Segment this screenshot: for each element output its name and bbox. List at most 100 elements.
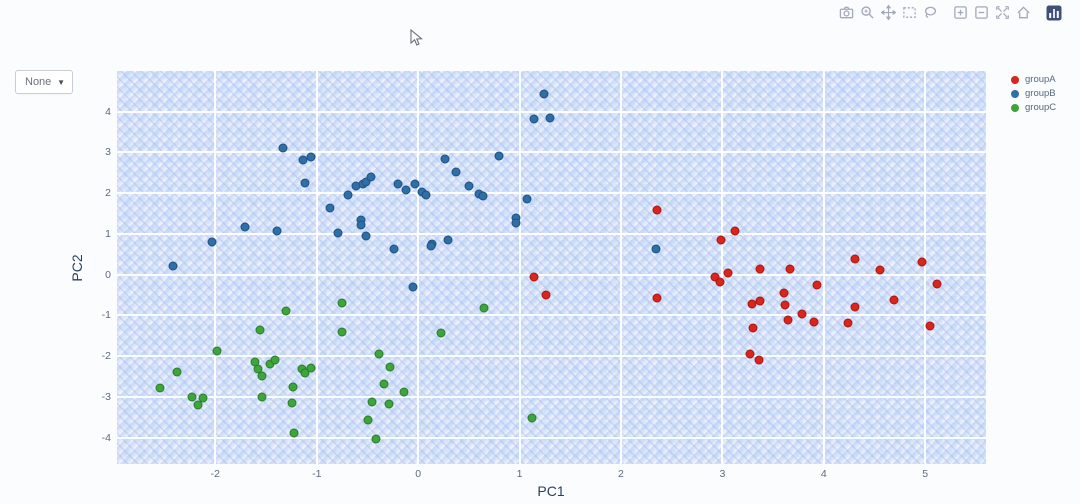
- scatter-point-groupB[interactable]: [361, 231, 371, 241]
- scatter-point-groupC[interactable]: [288, 382, 298, 392]
- zoom-in-icon[interactable]: [952, 4, 969, 21]
- scatter-point-groupB[interactable]: [410, 179, 420, 189]
- scatter-point-groupC[interactable]: [193, 400, 203, 410]
- pan-icon[interactable]: [880, 4, 897, 21]
- legend-item-groupB[interactable]: groupB: [1011, 88, 1056, 99]
- scatter-point-groupA[interactable]: [889, 295, 899, 305]
- scatter-point-groupC[interactable]: [255, 325, 265, 335]
- scatter-point-groupA[interactable]: [716, 235, 726, 245]
- scatter-point-groupC[interactable]: [337, 327, 347, 337]
- legend-item-groupC[interactable]: groupC: [1011, 102, 1056, 113]
- group-dropdown[interactable]: None ▼: [15, 70, 73, 94]
- scatter-point-groupA[interactable]: [529, 272, 539, 282]
- scatter-point-groupB[interactable]: [389, 244, 399, 254]
- scatter-point-groupB[interactable]: [522, 194, 532, 204]
- scatter-point-groupB[interactable]: [207, 237, 217, 247]
- scatter-point-groupC[interactable]: [198, 393, 208, 403]
- scatter-point-groupC[interactable]: [306, 363, 316, 373]
- scatter-point-groupC[interactable]: [270, 355, 280, 365]
- scatter-point-groupB[interactable]: [343, 190, 353, 200]
- scatter-point-groupA[interactable]: [812, 280, 822, 290]
- scatter-point-groupC[interactable]: [300, 368, 310, 378]
- scatter-point-groupC[interactable]: [155, 383, 165, 393]
- scatter-point-groupA[interactable]: [809, 317, 819, 327]
- scatter-point-groupB[interactable]: [426, 241, 436, 251]
- scatter-point-groupB[interactable]: [443, 235, 453, 245]
- scatter-point-groupA[interactable]: [850, 254, 860, 264]
- scatter-point-groupB[interactable]: [168, 261, 178, 271]
- scatter-point-groupB[interactable]: [300, 178, 310, 188]
- scatter-point-groupB[interactable]: [451, 167, 461, 177]
- zoom-icon[interactable]: [859, 4, 876, 21]
- scatter-point-groupB[interactable]: [511, 218, 520, 228]
- reset-axes-home-icon[interactable]: [1015, 4, 1032, 21]
- scatter-point-groupB[interactable]: [278, 143, 288, 153]
- scatter-point-groupB[interactable]: [464, 181, 474, 191]
- scatter-point-groupA[interactable]: [932, 279, 942, 289]
- scatter-point-groupA[interactable]: [925, 321, 935, 331]
- autoscale-icon[interactable]: [994, 4, 1011, 21]
- scatter-point-groupA[interactable]: [783, 315, 793, 325]
- plotly-logo-icon[interactable]: [1045, 4, 1062, 21]
- scatter-point-groupC[interactable]: [281, 306, 291, 316]
- scatter-point-groupC[interactable]: [172, 367, 182, 377]
- scatter-point-groupC[interactable]: [371, 434, 381, 444]
- scatter-point-groupB[interactable]: [240, 222, 250, 232]
- scatter-point-groupC[interactable]: [385, 362, 395, 372]
- scatter-point-groupB[interactable]: [529, 114, 539, 124]
- scatter-point-groupA[interactable]: [875, 265, 885, 275]
- legend-item-groupA[interactable]: groupA: [1011, 74, 1056, 85]
- scatter-point-groupB[interactable]: [651, 244, 661, 254]
- scatter-point-groupC[interactable]: [399, 387, 409, 397]
- scatter-point-groupA[interactable]: [755, 296, 765, 306]
- scatter-point-groupA[interactable]: [745, 349, 755, 359]
- scatter-point-groupA[interactable]: [850, 302, 860, 312]
- scatter-point-groupB[interactable]: [440, 154, 450, 164]
- camera-icon[interactable]: [838, 4, 855, 21]
- scatter-point-groupB[interactable]: [366, 172, 375, 182]
- scatter-point-groupB[interactable]: [408, 282, 418, 292]
- scatter-point-groupB[interactable]: [393, 179, 403, 189]
- scatter-point-groupB[interactable]: [545, 113, 555, 123]
- scatter-point-groupC[interactable]: [374, 349, 384, 359]
- scatter-point-groupC[interactable]: [367, 397, 376, 407]
- scatter-point-groupA[interactable]: [652, 205, 662, 215]
- scatter-point-groupA[interactable]: [652, 293, 662, 303]
- scatter-point-groupA[interactable]: [730, 226, 740, 236]
- box-select-icon[interactable]: [901, 4, 918, 21]
- scatter-point-groupC[interactable]: [379, 379, 389, 389]
- scatter-point-groupA[interactable]: [748, 323, 758, 333]
- scatter-point-groupC[interactable]: [289, 428, 299, 438]
- scatter-point-groupC[interactable]: [287, 398, 297, 408]
- scatter-point-groupB[interactable]: [494, 151, 504, 161]
- scatter-point-groupC[interactable]: [337, 298, 347, 308]
- scatter-point-groupA[interactable]: [779, 288, 789, 298]
- scatter-point-groupB[interactable]: [421, 190, 431, 200]
- scatter-point-groupC[interactable]: [257, 392, 267, 402]
- scatter-point-groupB[interactable]: [539, 89, 549, 99]
- scatter-point-groupA[interactable]: [715, 277, 725, 287]
- scatter-point-groupC[interactable]: [212, 346, 222, 356]
- scatter-point-groupB[interactable]: [478, 191, 488, 201]
- scatter-point-groupB[interactable]: [333, 228, 343, 238]
- scatter-point-groupA[interactable]: [917, 257, 927, 267]
- scatter-point-groupA[interactable]: [780, 300, 790, 310]
- scatter-point-groupA[interactable]: [723, 268, 733, 278]
- scatter-point-groupB[interactable]: [272, 226, 282, 236]
- scatter-plot-canvas[interactable]: [117, 71, 986, 464]
- zoom-out-icon[interactable]: [973, 4, 990, 21]
- scatter-point-groupA[interactable]: [754, 355, 764, 365]
- scatter-point-groupB[interactable]: [325, 203, 335, 213]
- scatter-point-groupB[interactable]: [356, 220, 366, 230]
- scatter-point-groupC[interactable]: [436, 328, 446, 338]
- scatter-point-groupA[interactable]: [755, 264, 765, 274]
- scatter-point-groupA[interactable]: [797, 309, 807, 319]
- scatter-point-groupC[interactable]: [187, 392, 197, 402]
- scatter-point-groupB[interactable]: [401, 185, 411, 195]
- scatter-point-groupC[interactable]: [257, 371, 267, 381]
- scatter-point-groupA[interactable]: [541, 290, 551, 300]
- scatter-point-groupC[interactable]: [479, 303, 489, 313]
- scatter-point-groupC[interactable]: [384, 399, 394, 409]
- scatter-point-groupC[interactable]: [363, 415, 373, 425]
- scatter-point-groupB[interactable]: [306, 152, 316, 162]
